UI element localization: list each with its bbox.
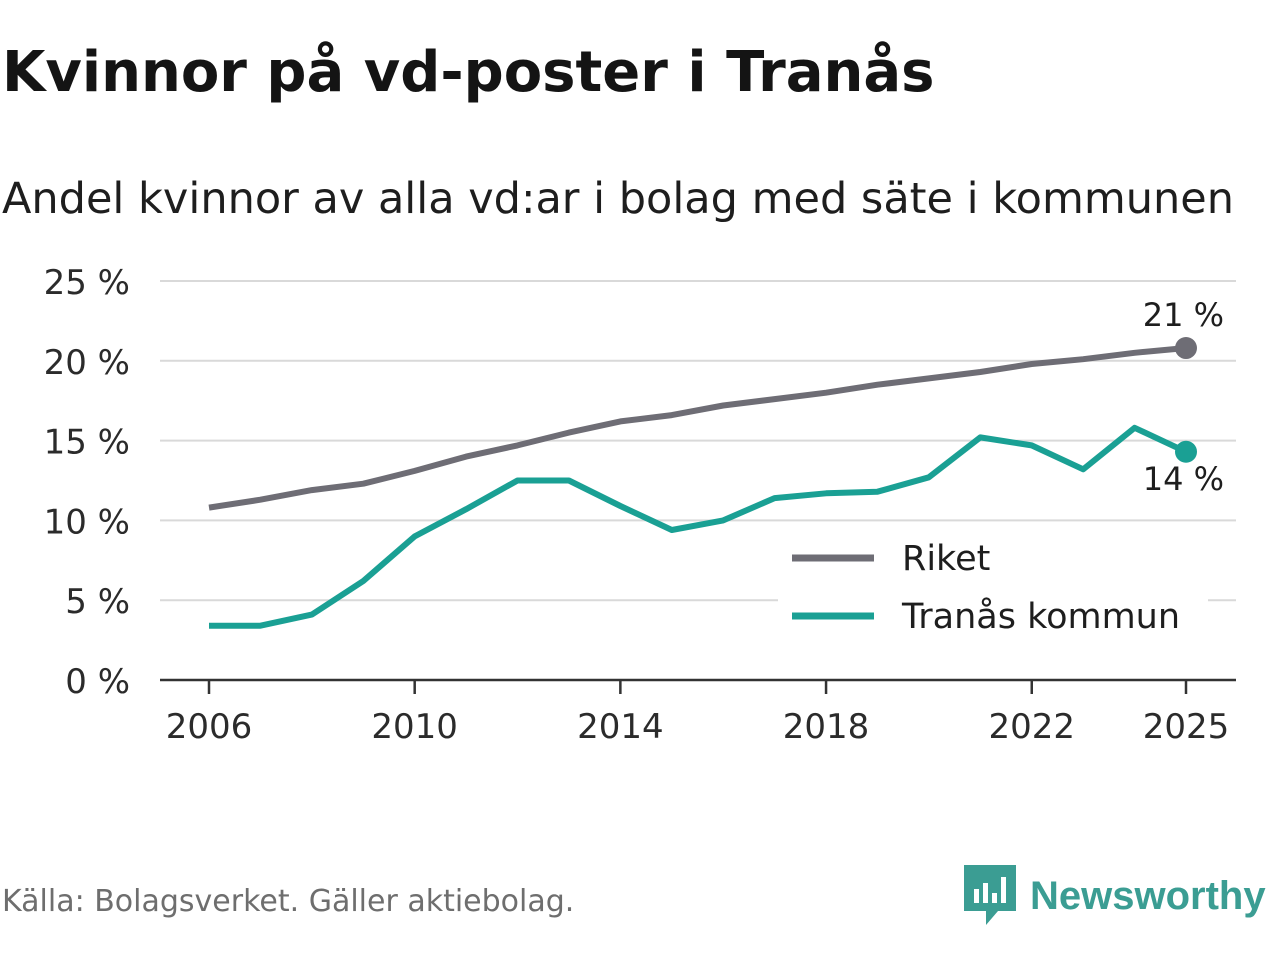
series-lines: 21 % 14 % bbox=[208, 296, 1224, 629]
series-line-riket bbox=[208, 345, 1187, 511]
legend: Riket Tranås kommun bbox=[778, 532, 1208, 648]
x-tick-label-2022: 2022 bbox=[988, 707, 1075, 747]
y-tick-label-25: 25 % bbox=[44, 263, 130, 303]
legend-label-tran-s-kommun: Tranås kommun bbox=[901, 596, 1180, 637]
x-tick-label-2025: 2025 bbox=[1143, 707, 1230, 747]
end-label-riket: 21 % bbox=[1143, 296, 1224, 334]
y-tick-label-5: 5 % bbox=[65, 582, 130, 622]
y-tick-label-0: 0 % bbox=[65, 662, 130, 702]
x-tick-label-2010: 2010 bbox=[371, 707, 458, 747]
x-tick-label-2014: 2014 bbox=[577, 707, 664, 747]
brand-name: Newsworthy bbox=[1030, 873, 1266, 918]
end-point-tran-s-kommun bbox=[1175, 440, 1197, 463]
chart-subtitle: Andel kvinnor av alla vd:ar i bolag med … bbox=[2, 174, 1234, 224]
newsworthy-icon bbox=[964, 865, 1016, 925]
y-tick-label-10: 10 % bbox=[44, 502, 130, 542]
y-tick-label-15: 15 % bbox=[44, 423, 130, 463]
legend-label-riket: Riket bbox=[902, 539, 990, 579]
end-label-tran-s-kommun: 14 % bbox=[1143, 460, 1224, 498]
x-tick-label-2018: 2018 bbox=[783, 707, 870, 747]
source-note: Källa: Bolagsverket. Gäller aktiebolag. bbox=[2, 884, 575, 919]
legend-background bbox=[778, 532, 1208, 648]
series-line-tran-s-kommun bbox=[209, 424, 1188, 629]
x-axis: 2006 2010 2014 2018 2022 2025 bbox=[160, 678, 1236, 747]
newsworthy-logo: Newsworthy bbox=[964, 864, 1266, 928]
y-tick-label-20: 20 % bbox=[44, 343, 130, 383]
y-axis-ticks: 0 % 5 % 10 % 15 % 20 % 25 % bbox=[44, 263, 130, 702]
x-tick-label-2006: 2006 bbox=[166, 707, 253, 747]
chart-title: Kvinnor på vd-poster i Tranås bbox=[2, 40, 935, 105]
end-point-riket bbox=[1175, 337, 1197, 360]
